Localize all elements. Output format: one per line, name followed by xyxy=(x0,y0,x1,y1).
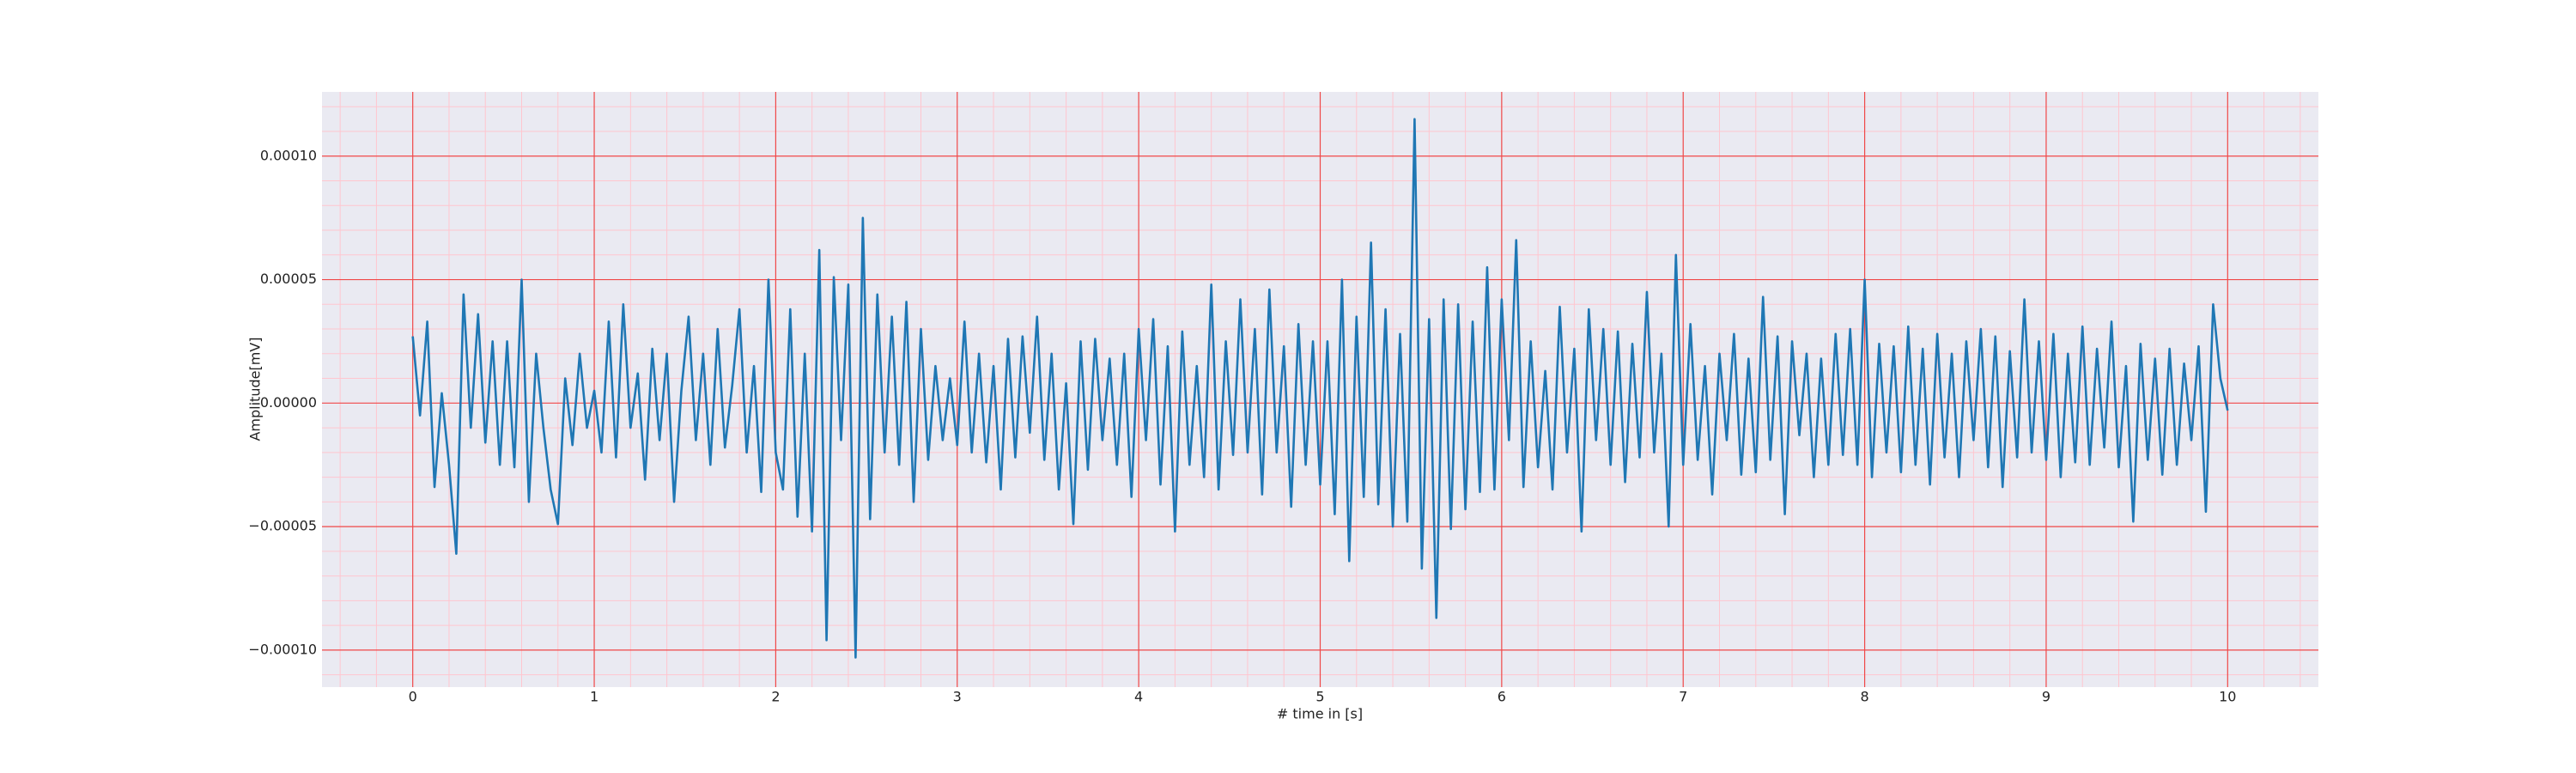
y-tick-label: 0.00010 xyxy=(260,147,317,163)
x-tick-label: 4 xyxy=(1134,689,1143,705)
y-tick-label: 0.00000 xyxy=(260,394,317,411)
x-axis-label: # time in [s] xyxy=(1277,706,1363,722)
x-tick-label: 8 xyxy=(1860,689,1868,705)
x-tick-label: 2 xyxy=(771,689,780,705)
y-axis-label: Amplitude[mV] xyxy=(247,337,264,441)
x-tick-label: 5 xyxy=(1315,689,1324,705)
x-tick-label: 9 xyxy=(2042,689,2050,705)
y-tick-label: −0.00010 xyxy=(248,641,317,657)
y-tick-label: 0.00005 xyxy=(260,271,317,287)
x-tick-label: 0 xyxy=(409,689,417,705)
x-tick-label: 7 xyxy=(1679,689,1687,705)
signal-line xyxy=(411,118,2229,659)
x-tick-label: 10 xyxy=(2219,689,2236,705)
y-tick-label: −0.00005 xyxy=(248,518,317,534)
x-tick-label: 1 xyxy=(590,689,598,705)
x-tick-label: 3 xyxy=(953,689,962,705)
x-tick-label: 6 xyxy=(1498,689,1506,705)
